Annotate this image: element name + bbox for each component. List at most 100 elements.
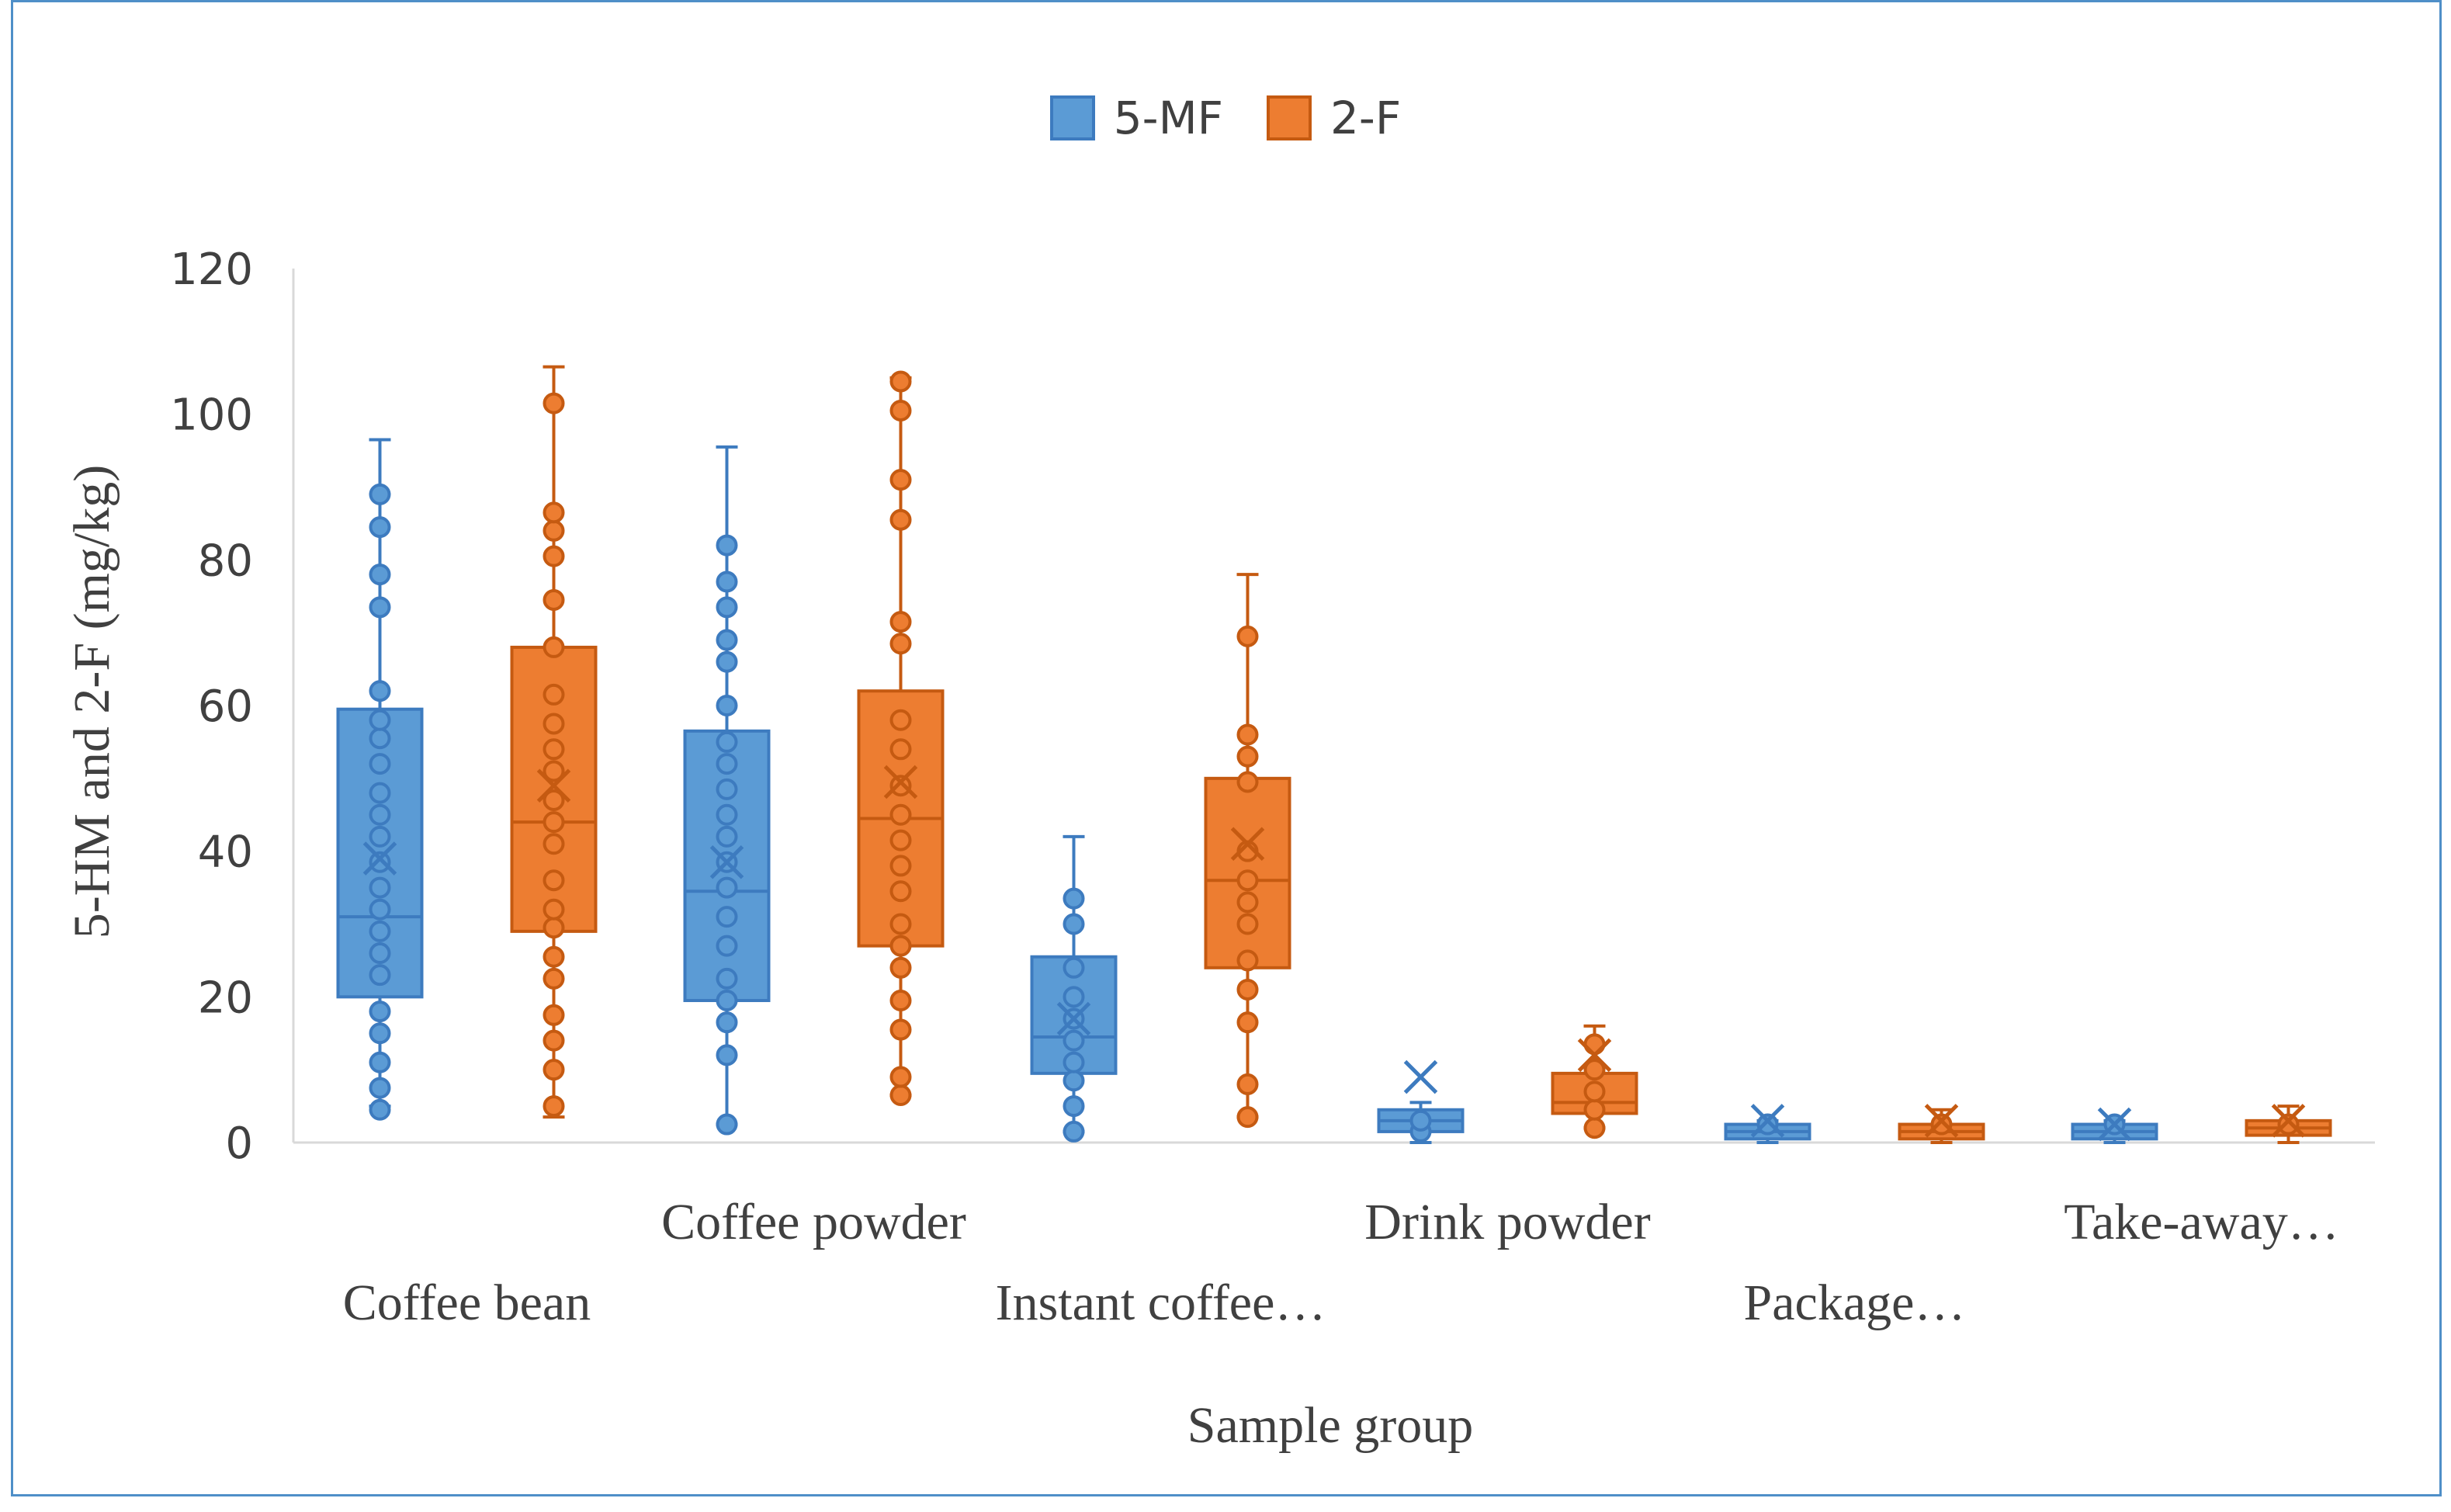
data-point	[1236, 978, 1259, 1000]
y-tick-label: 40	[198, 827, 253, 878]
data-point	[543, 545, 565, 567]
data-point	[1583, 1059, 1606, 1081]
data-point	[543, 683, 565, 706]
box-2-F-1	[857, 370, 945, 1107]
y-tick-label: 80	[198, 536, 253, 586]
mean-marker-stroke-b	[1230, 827, 1265, 862]
data-point	[889, 803, 912, 826]
data-point	[369, 782, 391, 804]
data-point	[1409, 1109, 1432, 1132]
data-point	[369, 920, 391, 942]
data-point	[543, 519, 565, 542]
data-point	[716, 1011, 738, 1034]
data-point	[1756, 1113, 1779, 1136]
box-5-MF-5	[2071, 1107, 2158, 1144]
data-point	[1063, 986, 1085, 1008]
data-point	[889, 990, 912, 1012]
mean-marker-stroke-b	[2097, 1107, 2132, 1142]
data-point	[1236, 625, 1259, 647]
data-point	[716, 990, 738, 1012]
data-point	[889, 399, 912, 421]
data-point	[889, 611, 912, 633]
data-point	[1583, 1098, 1606, 1121]
data-point	[1063, 887, 1085, 910]
data-point	[889, 855, 912, 877]
data-point	[543, 811, 565, 834]
data-point	[716, 1044, 738, 1066]
data-point	[369, 753, 391, 775]
box-2-F-4	[1898, 1104, 1985, 1144]
data-point	[1236, 913, 1259, 935]
data-point	[1236, 745, 1259, 768]
data-point	[543, 917, 565, 939]
data-point	[716, 967, 738, 990]
y-axis-title: 5-HM and 2-F (mg/kg)	[64, 465, 120, 938]
data-point	[369, 1051, 391, 1073]
data-point	[543, 1095, 565, 1118]
data-point	[1236, 723, 1259, 746]
data-point	[716, 570, 738, 593]
mean-marker	[1056, 1001, 1091, 1036]
mean-marker-stroke-b	[362, 841, 397, 876]
box-2-F-3	[1551, 1024, 1638, 1139]
data-point	[889, 738, 912, 761]
data-point	[369, 680, 391, 702]
mean-marker	[2271, 1104, 2306, 1138]
data-point	[543, 1004, 565, 1026]
mean-marker	[1577, 1038, 1612, 1073]
data-point	[716, 778, 738, 800]
data-point	[369, 942, 391, 965]
data-point	[369, 851, 391, 873]
data-point	[369, 964, 391, 987]
data-point	[1236, 1011, 1259, 1034]
data-point	[889, 469, 912, 491]
box-2-F-5	[2245, 1104, 2332, 1144]
mean-marker	[1924, 1104, 1959, 1138]
data-point	[889, 1066, 912, 1088]
legend-swatch-5-mf	[1049, 95, 1095, 140]
y-tick-label: 60	[198, 681, 253, 732]
data-point	[716, 695, 738, 716]
data-point	[543, 1029, 565, 1052]
data-point	[369, 898, 391, 921]
data-point	[369, 596, 391, 619]
box-5-MF-3	[1377, 1059, 1465, 1144]
data-point	[889, 1018, 912, 1041]
data-point	[543, 392, 565, 414]
y-tick-label: 20	[198, 973, 253, 1023]
data-point	[543, 501, 565, 524]
data-point	[1236, 1106, 1259, 1129]
data-point	[369, 1077, 391, 1099]
data-point	[889, 633, 912, 655]
data-point	[543, 967, 565, 990]
box-5-MF-4	[1724, 1104, 1811, 1144]
x-category-label: Instant coffee…	[996, 1274, 1326, 1331]
data-point	[369, 1000, 391, 1023]
data-point	[1236, 869, 1259, 892]
data-point	[369, 1022, 391, 1045]
legend-swatch-2-f	[1267, 95, 1312, 140]
data-point	[889, 370, 912, 393]
data-point	[716, 803, 738, 826]
data-point	[1236, 1073, 1259, 1095]
legend: 5-MF 2-F	[0, 92, 2451, 144]
data-point	[369, 727, 391, 750]
data-point	[1063, 1029, 1085, 1052]
y-tick-label: 0	[225, 1118, 253, 1169]
mean-marker-stroke-b	[1750, 1104, 1785, 1138]
data-point	[1063, 956, 1085, 979]
data-point	[889, 880, 912, 903]
data-point	[889, 956, 912, 979]
mean-marker	[536, 768, 571, 803]
data-point	[543, 1059, 565, 1081]
data-point	[369, 709, 391, 731]
data-point	[543, 869, 565, 892]
mean-marker-stroke-b	[1924, 1104, 1959, 1138]
data-point	[889, 829, 912, 851]
box-5-MF-2	[1030, 834, 1118, 1143]
box-2-F-0	[510, 365, 598, 1119]
legend-item-5-mf: 5-MF	[1049, 92, 1223, 144]
box-2-F-2	[1204, 573, 1291, 1129]
data-point	[369, 483, 391, 505]
